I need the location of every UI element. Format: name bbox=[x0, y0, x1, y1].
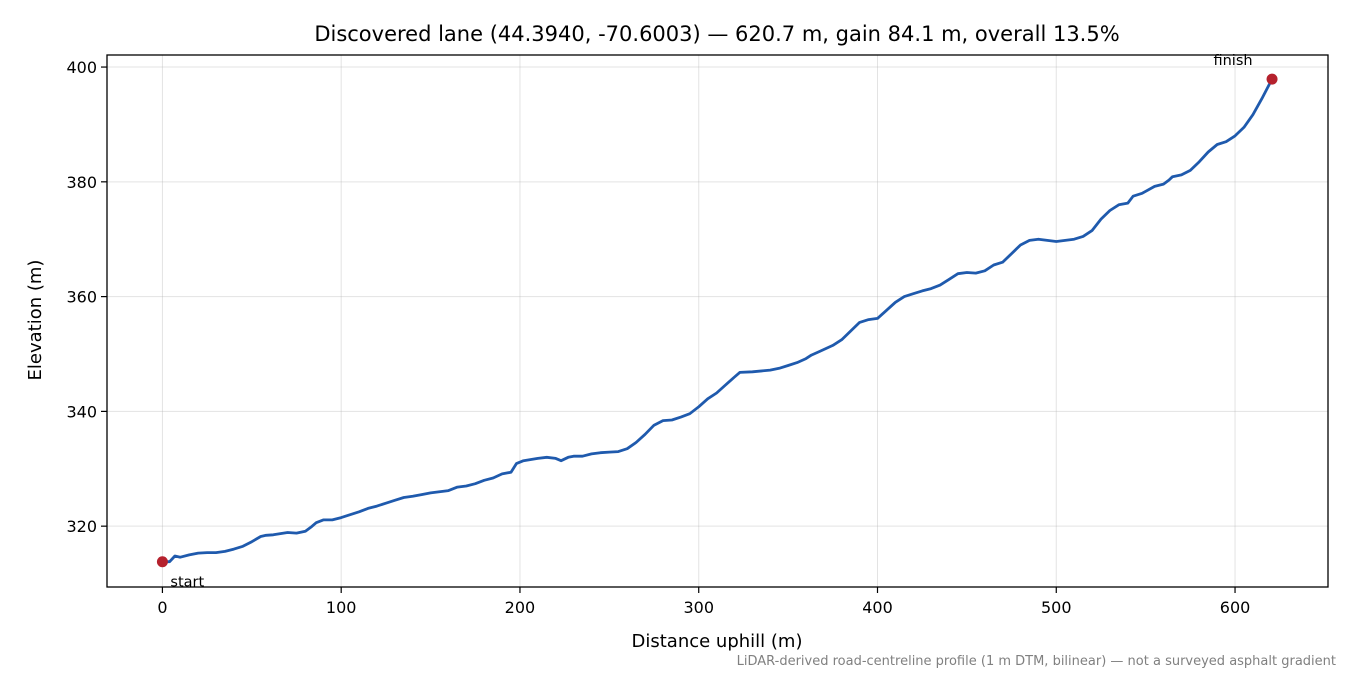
y-axis-ticks: 320 340 360 380 400 bbox=[66, 58, 107, 536]
x-tick-label: 100 bbox=[326, 598, 357, 617]
x-tick-label: 600 bbox=[1220, 598, 1251, 617]
y-tick-label: 320 bbox=[66, 517, 97, 536]
elevation-profile-line bbox=[161, 77, 1274, 564]
y-axis-label: Elevation (m) bbox=[25, 260, 46, 381]
y-tick-label: 340 bbox=[66, 402, 97, 421]
x-axis-ticks: 0 100 200 300 400 500 600 bbox=[157, 587, 1250, 617]
y-tick-label: 380 bbox=[66, 173, 97, 192]
start-marker bbox=[156, 556, 168, 568]
footnote: LiDAR-derived road-centreline profile (1… bbox=[737, 654, 1336, 669]
x-tick-label: 400 bbox=[862, 598, 893, 617]
finish-marker bbox=[1266, 73, 1278, 85]
chart-title: Discovered lane (44.3940, -70.6003) — 62… bbox=[314, 22, 1119, 46]
finish-annotation: finish bbox=[1213, 53, 1252, 69]
y-tick-label: 400 bbox=[66, 58, 97, 77]
plot-frame bbox=[106, 54, 1329, 588]
start-annotation: start bbox=[170, 575, 204, 591]
x-axis-label: Distance uphill (m) bbox=[632, 631, 803, 652]
x-tick-label: 300 bbox=[683, 598, 714, 617]
y-tick-label: 360 bbox=[66, 288, 97, 307]
x-tick-label: 500 bbox=[1041, 598, 1072, 617]
x-tick-label: 0 bbox=[157, 598, 167, 617]
x-tick-label: 200 bbox=[505, 598, 536, 617]
